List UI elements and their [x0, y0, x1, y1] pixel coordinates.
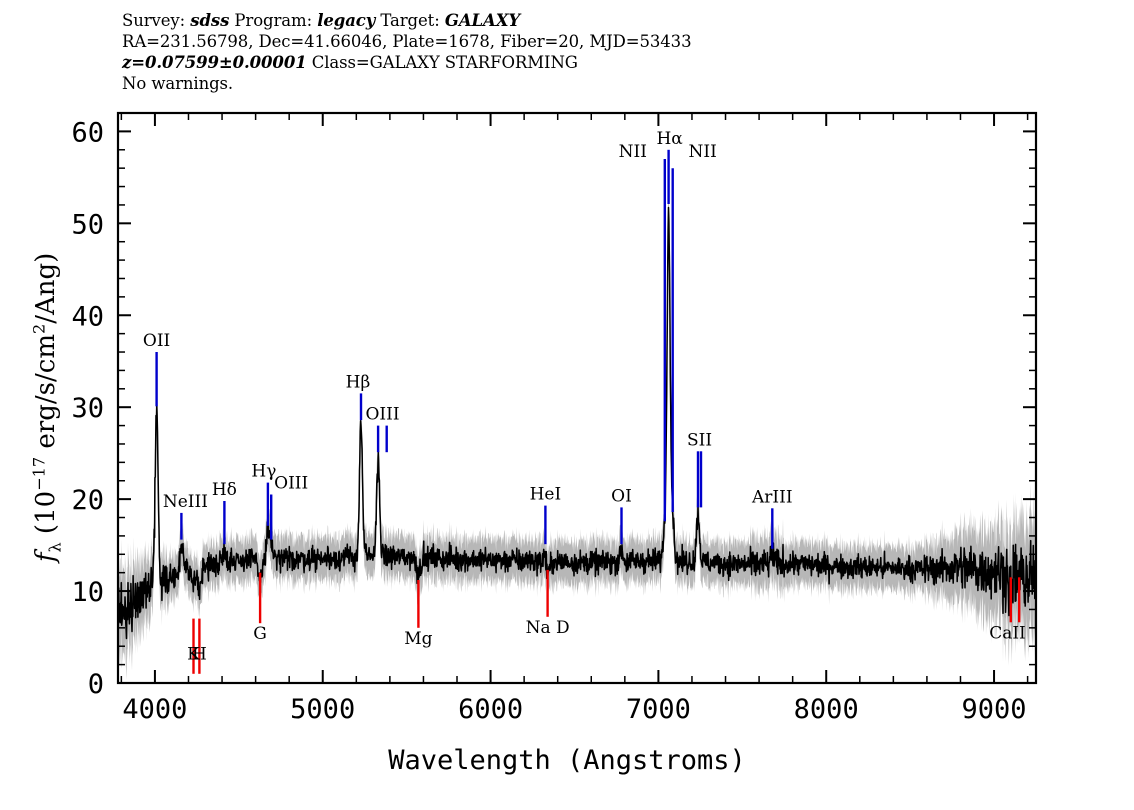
emission-label-NeIII-1: NeIII: [163, 492, 208, 512]
axis-frame: [116, 111, 1038, 685]
x-tick-4000: 4000: [122, 694, 187, 725]
class-value: Class=GALAXY STARFORMING: [311, 53, 578, 72]
y-axis-lambda: λ: [45, 542, 65, 553]
x-tick-9000: 9000: [961, 694, 1026, 725]
y-tick-10: 10: [71, 577, 104, 608]
program-label: Program:: [234, 11, 313, 30]
emission-label-H-5: Hβ: [346, 372, 371, 392]
y-axis-title: fλ (10−17 erg/s/cm2/Ang): [30, 117, 65, 697]
x-axis-title: Wavelength (Angstroms): [0, 745, 1134, 776]
header-line-redshift: z=0.07599±0.00001 Class=GALAXY STARFORMI…: [122, 52, 691, 73]
target-label: Target:: [380, 11, 440, 30]
emission-label-ArIII-13: ArIII: [751, 487, 793, 507]
absorption-label-K-0: K: [187, 644, 200, 664]
header-line-survey: Survey: sdss Program: legacy Target: GAL…: [122, 10, 691, 31]
y-axis-open: (10: [31, 490, 62, 543]
line-markers: [155, 149, 1021, 674]
y-tick-50: 50: [71, 209, 104, 240]
axis-tick-labels: 4000 5000 6000 7000 8000 9000 0 10 20 30 40 50 60: [71, 117, 1026, 725]
y-axis-tail: /Ang): [31, 252, 62, 324]
emission-label-OIII-4: OIII: [274, 474, 308, 494]
y-tick-20: 20: [71, 485, 104, 516]
y-tick-60: 60: [71, 117, 104, 148]
emission-label-OII-0: OII: [143, 331, 170, 351]
emission-label-H-2: Hδ: [212, 480, 237, 500]
absorption-label-H-1: H: [192, 644, 207, 664]
flux-curve: [117, 206, 1037, 640]
y-tick-40: 40: [71, 301, 104, 332]
redshift-value: z=0.07599±0.00001: [122, 53, 307, 72]
y-axis-square: 2: [29, 323, 49, 335]
y-axis-flux-symbol: f: [31, 552, 62, 563]
spectrum-header: Survey: sdss Program: legacy Target: GAL…: [122, 10, 692, 94]
absorption-label-G-2: G: [253, 624, 267, 644]
absorption-label-CaII-5: CaII: [989, 623, 1026, 643]
absorption-label-NaD-4: Na D: [526, 618, 570, 638]
x-axis-title-text: Wavelength (Angstroms): [388, 745, 746, 776]
header-line-warnings: No warnings.: [122, 74, 234, 93]
x-tick-8000: 8000: [794, 694, 859, 725]
emission-label-OI-8: OI: [611, 486, 632, 506]
y-axis-exponent: −17: [29, 456, 49, 491]
emission-label-H-10: Hα: [656, 129, 683, 149]
emission-label-NII-9: NII: [619, 142, 647, 162]
y-axis-units: erg/s/cm: [31, 334, 62, 457]
header-line-coords: RA=231.56798, Dec=41.66046, Plate=1678, …: [122, 32, 692, 51]
emission-label-NII-11: NII: [689, 142, 717, 162]
y-tick-30: 30: [71, 393, 104, 424]
survey-label: Survey:: [122, 11, 186, 30]
emission-label-H-3: Hγ: [251, 462, 276, 482]
absorption-label-Mg-3: Mg: [404, 629, 432, 649]
y-tick-0: 0: [88, 669, 104, 700]
emission-label-SII-12: SII: [687, 430, 712, 450]
x-tick-7000: 7000: [626, 694, 691, 725]
x-tick-5000: 5000: [290, 694, 355, 725]
emission-label-OIII-6: OIII: [365, 405, 399, 425]
error-band: [118, 186, 1036, 680]
emission-label-HeI-7: HeI: [530, 485, 562, 505]
x-tick-6000: 6000: [458, 694, 523, 725]
target-value: GALAXY: [444, 11, 521, 30]
program-value: legacy: [317, 11, 376, 30]
survey-value: sdss: [190, 11, 230, 30]
